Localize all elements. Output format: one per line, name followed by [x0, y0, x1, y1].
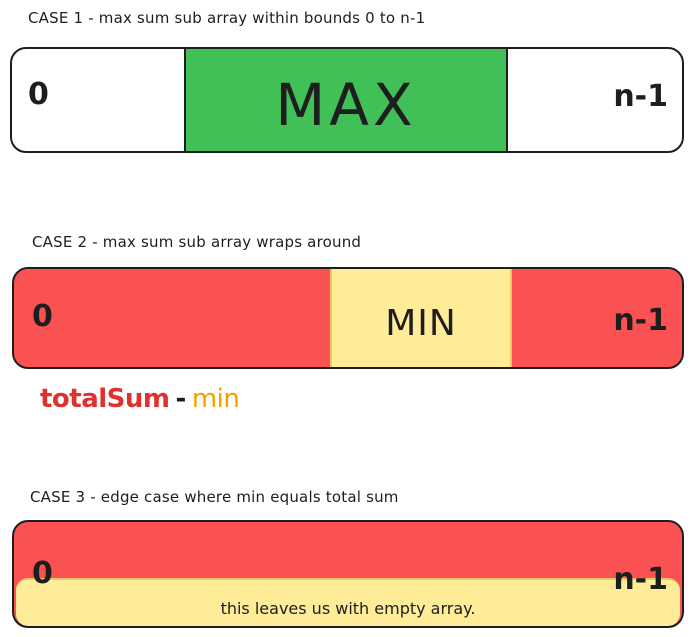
case-1-start-index: 0 — [28, 77, 49, 112]
case-2-array-bar: MIN 0 n-1 — [12, 267, 684, 369]
case-1-end-index: n-1 — [613, 79, 668, 114]
wraparound-formula: totalSum - min — [40, 384, 240, 414]
case-3-title: CASE 3 - edge case where min equals tota… — [30, 488, 399, 506]
formula-min: min — [191, 384, 240, 414]
case-1-title: CASE 1 - max sum sub array within bounds… — [28, 9, 426, 27]
case-3-array-bar: this leaves us with empty array. 0 n-1 — [12, 520, 684, 628]
case-2-end-index: n-1 — [613, 303, 668, 338]
min-subarray-block: MIN — [330, 269, 512, 367]
formula-total-sum: totalSum — [40, 384, 170, 414]
empty-array-band: this leaves us with empty array. — [16, 578, 680, 626]
min-label: MIN — [385, 303, 457, 344]
max-label: MAX — [275, 71, 417, 139]
empty-array-note: this leaves us with empty array. — [220, 599, 476, 618]
max-subarray-block: MAX — [184, 49, 508, 151]
case-2-start-index: 0 — [32, 299, 53, 334]
case-3-start-index: 0 — [32, 556, 53, 591]
case-1-array-bar: MAX 0 n-1 — [10, 47, 684, 153]
case-2-title: CASE 2 - max sum sub array wraps around — [32, 233, 362, 251]
case-3-end-index: n-1 — [613, 562, 668, 597]
formula-minus: - — [175, 384, 187, 414]
